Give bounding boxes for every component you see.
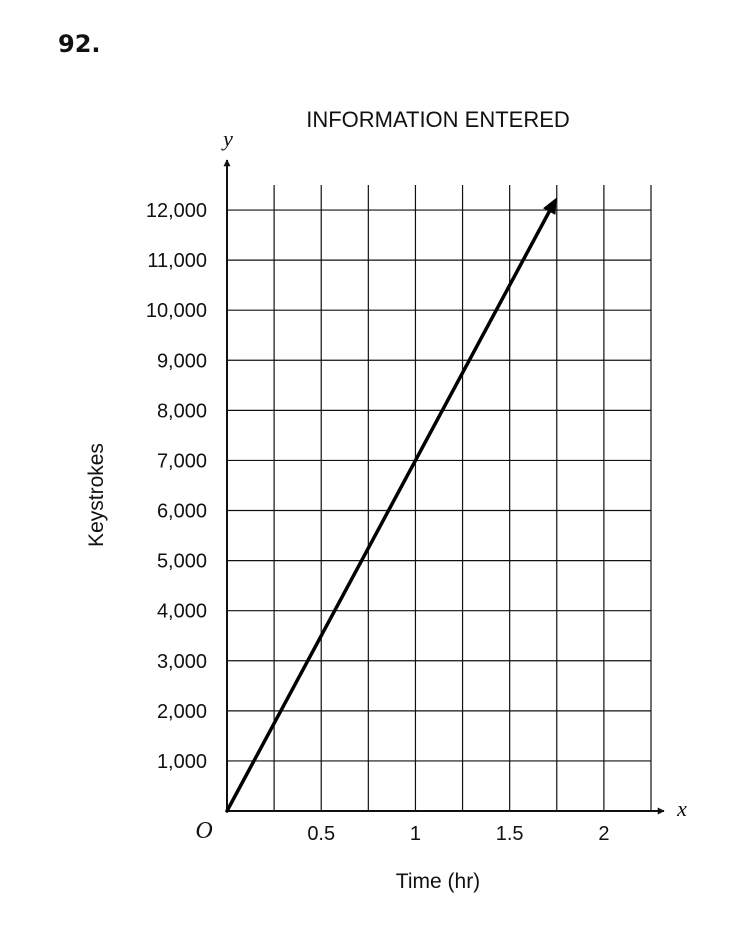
grid — [227, 185, 652, 811]
x-tick-label: 0.5 — [307, 823, 335, 845]
y-tick-label: 6,000 — [157, 501, 207, 523]
x-tick-label: 1 — [410, 823, 421, 845]
y-tick-label: 10,000 — [146, 300, 207, 322]
y-tick-label: 11,000 — [147, 250, 207, 272]
series-line — [225, 209, 551, 813]
x-tick-label: 2 — [598, 823, 609, 845]
y-tick-label: 12,000 — [146, 200, 207, 222]
y-tick-label: 3,000 — [157, 651, 207, 673]
y-tick-label: 4,000 — [157, 601, 207, 623]
tick-labels: 0.5 1 1.5 2 1,000 2,000 3,000 4,000 5,000 6,000 7,… — [146, 200, 610, 845]
origin-label: O — [195, 818, 212, 844]
x-tick-label: 1.5 — [496, 823, 524, 845]
series-arrowhead — [543, 197, 557, 215]
series — [225, 197, 557, 813]
y-tick-label: 7,000 — [157, 450, 207, 472]
y-tick-label: 5,000 — [157, 551, 207, 573]
question-number: 92. — [58, 30, 101, 58]
y-axis-label: Keystrokes — [85, 443, 108, 547]
x-axis-label: Time (hr) — [396, 870, 480, 893]
y-tick-label: 8,000 — [157, 400, 207, 422]
axes — [223, 159, 665, 815]
y-tick-label: 2,000 — [157, 701, 207, 723]
x-axis-variable: x — [676, 796, 687, 821]
chart-title: INFORMATION ENTERED — [306, 107, 570, 132]
y-axis-variable: y — [221, 126, 233, 151]
y-tick-label: 1,000 — [157, 751, 207, 773]
y-tick-label: 9,000 — [157, 350, 207, 372]
